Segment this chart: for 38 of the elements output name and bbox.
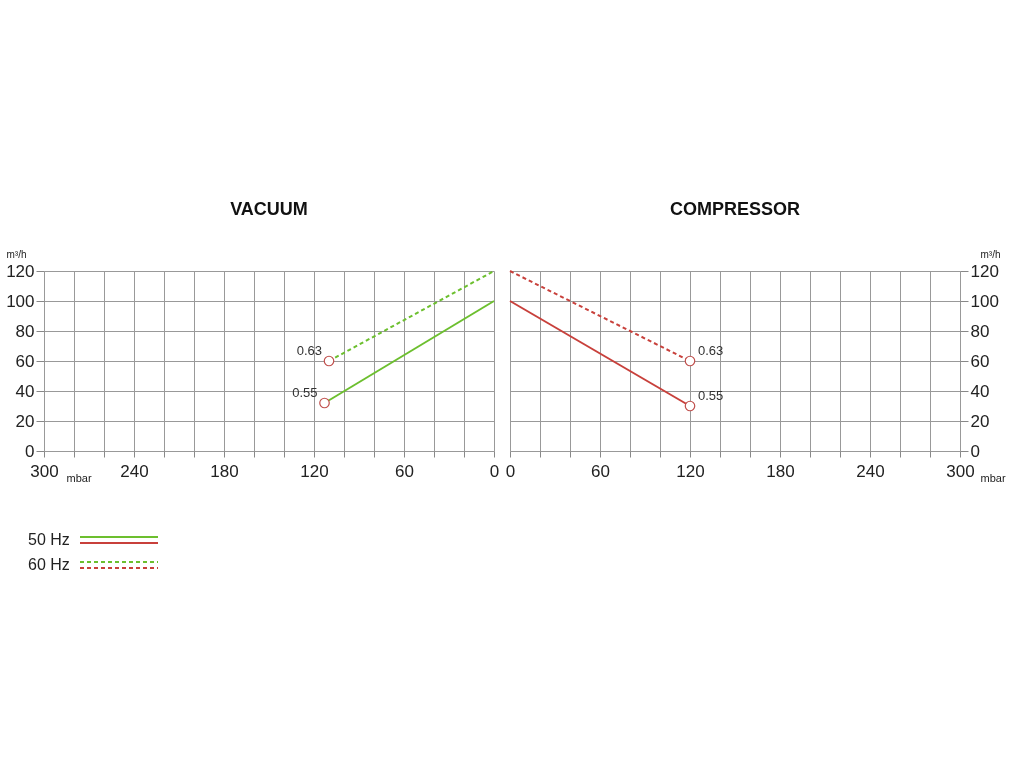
x-tick-label: 0 (505, 461, 516, 481)
x-tick-label: 0 (489, 461, 500, 481)
legend-label: 50 Hz (28, 530, 71, 549)
y-tick-label: 60 (970, 351, 990, 371)
y-tick-label: 20 (970, 411, 990, 431)
x-tick-label: 300 (946, 461, 975, 481)
y-tick-label: 100 (970, 291, 999, 311)
x-axis-title: mbar (66, 471, 92, 484)
y-tick-label: 20 (15, 411, 35, 431)
y-tick-label: 40 (970, 381, 990, 401)
x-tick-label: 300 (30, 461, 59, 481)
x-tick-label: 120 (300, 461, 329, 481)
y-tick-label: 120 (6, 261, 35, 281)
chart-title: COMPRESSOR (669, 199, 801, 219)
x-axis-title: mbar (980, 471, 1006, 484)
y-tick-label: 80 (15, 321, 35, 341)
y-tick-label: 40 (15, 381, 35, 401)
x-tick-label: 180 (766, 461, 795, 481)
y-axis-title: m³/h (980, 248, 1001, 260)
legend-label: 60 Hz (28, 555, 71, 574)
y-tick-label: 80 (970, 321, 990, 341)
chart-title: VACUUM (230, 199, 308, 219)
x-tick-label: 240 (856, 461, 885, 481)
y-axis-title: m³/h (6, 248, 27, 260)
x-tick-label: 120 (676, 461, 705, 481)
annotation: 0.55 (292, 385, 318, 400)
y-tick-label: 100 (6, 291, 35, 311)
x-tick-label: 240 (120, 461, 149, 481)
y-tick-label: 120 (970, 261, 999, 281)
x-tick-label: 180 (210, 461, 239, 481)
x-tick-label: 60 (591, 461, 610, 481)
annotation: 0.55 (698, 388, 724, 403)
annotation: 0.63 (698, 343, 724, 358)
y-tick-label: 0 (25, 441, 35, 461)
y-tick-label: 0 (970, 441, 980, 461)
x-tick-label: 60 (395, 461, 414, 481)
annotation: 0.63 (296, 343, 322, 358)
y-tick-label: 60 (15, 351, 35, 371)
